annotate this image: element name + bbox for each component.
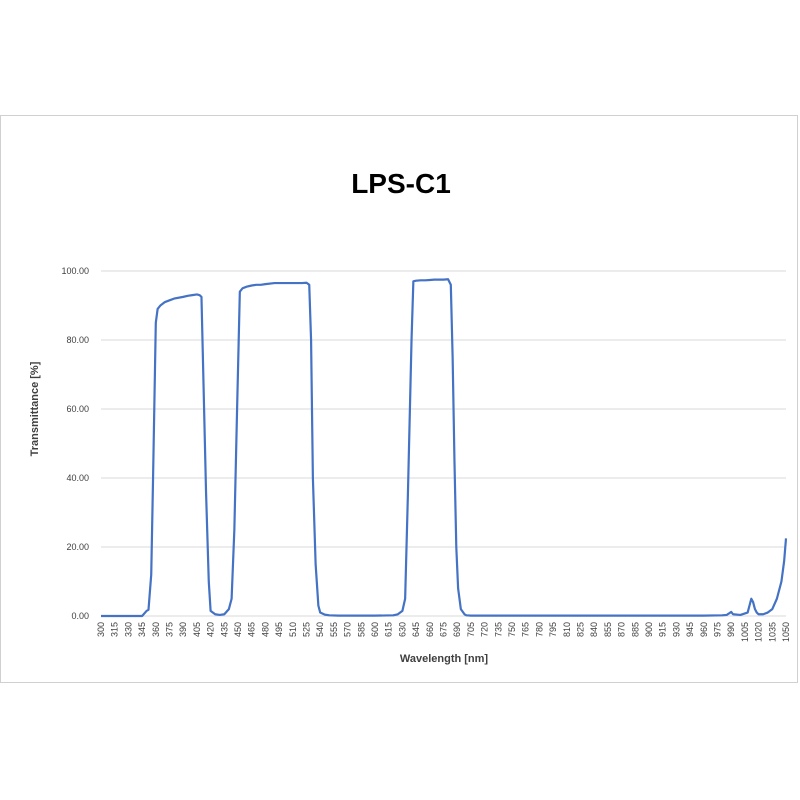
x-tick-label: 675 bbox=[439, 622, 449, 637]
x-tick-label: 540 bbox=[315, 622, 325, 637]
x-tick-label: 720 bbox=[480, 622, 490, 637]
x-tick-label: 330 bbox=[123, 622, 133, 637]
x-tick-label: 480 bbox=[260, 622, 270, 637]
x-tick-label: 1005 bbox=[740, 622, 750, 642]
x-tick-label: 375 bbox=[165, 622, 175, 637]
y-tick-label: 40.00 bbox=[66, 473, 89, 483]
chart-title: LPS-C1 bbox=[351, 168, 451, 199]
y-tick-label: 20.00 bbox=[66, 542, 89, 552]
x-tick-label: 315 bbox=[110, 622, 120, 637]
x-tick-label: 495 bbox=[274, 622, 284, 637]
x-tick-label: 855 bbox=[603, 622, 613, 637]
x-tick-label: 450 bbox=[233, 622, 243, 637]
x-tick-label: 825 bbox=[576, 622, 586, 637]
x-tick-label: 660 bbox=[425, 622, 435, 637]
x-tick-label: 615 bbox=[384, 622, 394, 637]
x-tick-label: 525 bbox=[302, 622, 312, 637]
x-tick-label: 765 bbox=[521, 622, 531, 637]
line-chart: LPS-C1 0.00 20.00 40.00 60.00 80.00 100.00 30… bbox=[29, 168, 791, 665]
x-tick-label: 510 bbox=[288, 622, 298, 637]
x-tick-labels: 300 315 330 345 360 375 390 405 420 435 450 465 480 4… bbox=[96, 622, 791, 642]
x-tick-label: 435 bbox=[219, 622, 229, 637]
x-tick-label: 810 bbox=[562, 622, 572, 637]
x-tick-label: 585 bbox=[356, 622, 366, 637]
x-tick-label: 360 bbox=[151, 622, 161, 637]
x-tick-label: 1035 bbox=[767, 622, 777, 642]
x-tick-label: 570 bbox=[343, 622, 353, 637]
x-tick-label: 885 bbox=[630, 622, 640, 637]
x-tick-label: 690 bbox=[452, 622, 462, 637]
x-tick-label: 930 bbox=[671, 622, 681, 637]
x-tick-label: 645 bbox=[411, 622, 421, 637]
x-tick-label: 420 bbox=[206, 622, 216, 637]
x-tick-label: 600 bbox=[370, 622, 380, 637]
gridlines bbox=[101, 270, 786, 617]
y-axis-title: Transmittance [%] bbox=[29, 361, 41, 456]
x-tick-label: 465 bbox=[247, 622, 257, 637]
x-tick-label: 345 bbox=[137, 622, 147, 637]
x-tick-label: 915 bbox=[658, 622, 668, 637]
x-tick-label: 945 bbox=[685, 622, 695, 637]
x-tick-label: 900 bbox=[644, 622, 654, 637]
x-tick-label: 390 bbox=[178, 622, 188, 637]
chart-frame: LPS-C1 0.00 20.00 40.00 60.00 80.00 100.00 30… bbox=[0, 115, 798, 683]
x-tick-label: 300 bbox=[96, 622, 106, 637]
x-tick-label: 990 bbox=[726, 622, 736, 637]
x-tick-label: 960 bbox=[699, 622, 709, 637]
series-lines bbox=[101, 278, 788, 618]
x-tick-label: 840 bbox=[589, 622, 599, 637]
x-tick-label: 735 bbox=[493, 622, 503, 637]
series-line-transmittance bbox=[101, 278, 788, 618]
x-tick-label: 705 bbox=[466, 622, 476, 637]
y-tick-label: 0.00 bbox=[71, 611, 89, 621]
x-tick-label: 750 bbox=[507, 622, 517, 637]
x-tick-label: 870 bbox=[617, 622, 627, 637]
x-tick-label: 1020 bbox=[754, 622, 764, 642]
x-tick-label: 555 bbox=[329, 622, 339, 637]
x-axis-title: Wavelength [nm] bbox=[400, 653, 489, 665]
y-tick-label: 80.00 bbox=[66, 335, 89, 345]
x-tick-label: 630 bbox=[397, 622, 407, 637]
y-tick-label: 60.00 bbox=[66, 404, 89, 414]
x-tick-label: 405 bbox=[192, 622, 202, 637]
y-tick-labels: 0.00 20.00 40.00 60.00 80.00 100.00 bbox=[61, 266, 89, 621]
x-tick-label: 1050 bbox=[781, 622, 791, 642]
x-tick-label: 975 bbox=[713, 622, 723, 637]
x-tick-label: 795 bbox=[548, 622, 558, 637]
x-tick-label: 780 bbox=[534, 622, 544, 637]
y-tick-label: 100.00 bbox=[61, 266, 89, 276]
